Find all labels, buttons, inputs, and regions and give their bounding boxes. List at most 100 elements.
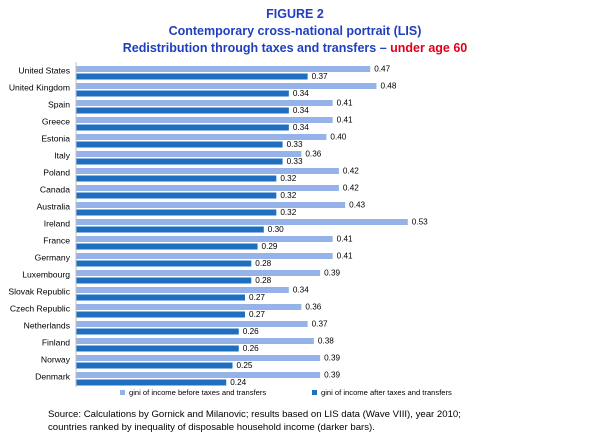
source-line-1: Source: Calculations by Gornick and Mila… — [48, 409, 461, 420]
legend-item-after-swatch — [312, 390, 317, 395]
data-label: 0.34 — [293, 89, 309, 98]
category-label: Germany — [35, 253, 71, 263]
bar-before — [76, 270, 321, 276]
data-label: 0.29 — [262, 242, 278, 251]
bar-after — [76, 294, 246, 301]
subtitle-highlight: under age 60 — [390, 41, 468, 55]
source-line-2: countries ranked by inequality of dispos… — [48, 422, 375, 433]
bar-before — [76, 321, 308, 327]
data-label: 0.28 — [255, 276, 271, 285]
data-label: 0.39 — [324, 371, 340, 380]
data-label: 0.40 — [330, 133, 346, 142]
category-label: France — [43, 236, 70, 246]
bar-after — [76, 73, 308, 80]
bar-before — [76, 355, 321, 361]
data-label: 0.38 — [318, 337, 334, 346]
bar-after — [76, 158, 283, 165]
data-label: 0.39 — [324, 354, 340, 363]
category-label: Norway — [41, 355, 71, 365]
bar-before — [76, 134, 327, 140]
bar-after — [76, 175, 277, 182]
bar-before — [76, 202, 346, 208]
chart-title: Contemporary cross-national portrait (LI… — [168, 24, 422, 38]
bar-before — [76, 83, 377, 89]
data-label: 0.42 — [343, 184, 359, 193]
bar-before — [76, 168, 339, 174]
data-label: 0.53 — [412, 218, 428, 227]
category-label: Canada — [40, 185, 70, 195]
bar-before — [76, 219, 408, 225]
data-label: 0.32 — [280, 191, 296, 200]
subtitle-main: Redistribution through taxes and transfe… — [122, 41, 391, 55]
category-label: Poland — [43, 168, 70, 178]
data-label: 0.32 — [280, 174, 296, 183]
category-label: Italy — [54, 151, 70, 161]
category-label: Denmark — [35, 372, 71, 382]
data-label: 0.34 — [293, 123, 309, 132]
bar-before — [76, 151, 302, 157]
data-label: 0.27 — [249, 293, 265, 302]
figure-label: FIGURE 2 — [266, 7, 324, 21]
bar-before — [76, 117, 333, 123]
bar-before — [76, 66, 371, 72]
data-label: 0.41 — [337, 252, 353, 261]
bar-before — [76, 287, 289, 293]
data-label: 0.42 — [343, 167, 359, 176]
data-label: 0.39 — [324, 269, 340, 278]
bar-after — [76, 124, 289, 131]
data-label: 0.36 — [305, 303, 321, 312]
data-label: 0.28 — [255, 259, 271, 268]
bar-after — [76, 209, 277, 216]
legend-item-after-label: gini of income after taxes and transfers — [321, 388, 452, 397]
category-label: Slovak Republic — [8, 287, 70, 297]
category-label: United Kingdom — [9, 83, 70, 93]
data-label: 0.34 — [293, 286, 309, 295]
data-label: 0.37 — [312, 320, 328, 329]
category-label: Greece — [42, 117, 70, 127]
data-label: 0.26 — [243, 344, 259, 353]
data-label: 0.30 — [268, 225, 284, 234]
bar-after — [76, 277, 252, 284]
bar-after — [76, 141, 283, 148]
bar-before — [76, 100, 333, 106]
bar-before — [76, 372, 321, 378]
category-label: Australia — [37, 202, 71, 212]
data-label: 0.27 — [249, 310, 265, 319]
category-label: United States — [18, 66, 70, 76]
data-label: 0.41 — [337, 116, 353, 125]
source-note: Source: Calculations by Gornick and Mila… — [48, 408, 461, 434]
bar-after — [76, 243, 258, 250]
data-label: 0.37 — [312, 72, 328, 81]
data-label: 0.32 — [280, 208, 296, 217]
bar-after — [76, 90, 289, 97]
data-label: 0.33 — [287, 157, 303, 166]
category-label: Estonia — [41, 134, 70, 144]
category-label: Finland — [42, 338, 70, 348]
category-label: Netherlands — [24, 321, 70, 331]
chart-subtitle: Redistribution through taxes and transfe… — [0, 40, 590, 57]
bar-after — [76, 362, 233, 369]
bar-after — [76, 226, 264, 233]
data-label: 0.41 — [337, 99, 353, 108]
bar-before — [76, 236, 333, 242]
data-label: 0.34 — [293, 106, 309, 115]
bar-after — [76, 311, 246, 318]
category-label: Czech Republic — [10, 304, 71, 314]
category-label: Luxembourg — [22, 270, 70, 280]
legend-item-before-swatch — [120, 390, 125, 395]
bar-after — [76, 192, 277, 199]
legend-item-before-label: gini of income before taxes and transfer… — [129, 388, 266, 397]
category-label: Ireland — [44, 219, 70, 229]
bar-before — [76, 338, 314, 344]
bar-after — [76, 107, 289, 114]
data-label: 0.24 — [230, 378, 246, 387]
data-label: 0.47 — [374, 65, 390, 74]
bar-before — [76, 185, 339, 191]
data-label: 0.36 — [305, 150, 321, 159]
data-label: 0.26 — [243, 327, 259, 336]
bar-after — [76, 379, 227, 386]
bar-after — [76, 328, 239, 335]
data-label: 0.43 — [349, 201, 365, 210]
bar-before — [76, 253, 333, 259]
